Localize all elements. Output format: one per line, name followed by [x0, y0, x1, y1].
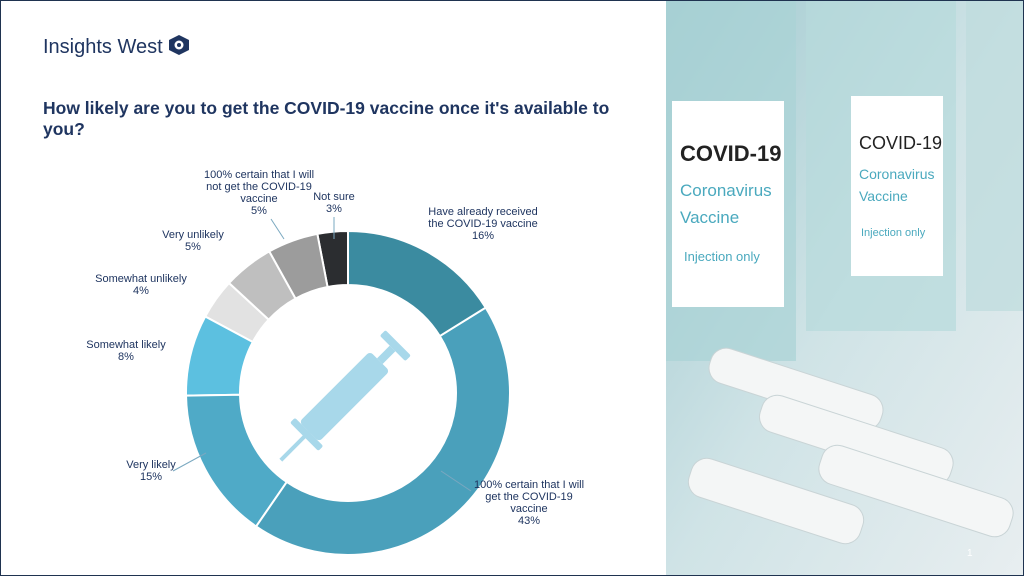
donut-slice [227, 250, 297, 322]
category-label: Very unlikely [162, 229, 224, 241]
donut-slice [254, 306, 511, 556]
photo-text: COVID-19 [680, 141, 781, 166]
photo-text: Coronavirus [859, 166, 934, 182]
value-label: 15% [139, 471, 163, 483]
value-label: 3% [326, 203, 342, 215]
value-label: 8% [118, 351, 134, 363]
photo-text: Injection only [861, 227, 926, 239]
photo-text: Coronavirus [680, 181, 772, 200]
brand-name: Insights West [43, 36, 163, 58]
category-label: 100% certain that I will get the COVID-1… [473, 479, 585, 515]
data-label: Somewhat unlikely 4% [76, 273, 206, 297]
category-label: Somewhat likely [86, 339, 166, 351]
logo-icon [169, 35, 190, 55]
value-label: 5% [251, 205, 267, 217]
category-label: Not sure [313, 191, 355, 203]
data-label: 100% certain that I will not get the COV… [202, 169, 317, 217]
value-label: 16% [471, 230, 495, 242]
vaccine-photo: COVID-19 Coronavirus Vaccine Injection o… [666, 1, 1023, 575]
data-label: Very unlikely 5% [148, 229, 238, 253]
category-label: 100% certain that I will not get the COV… [203, 169, 315, 205]
donut-slice [347, 229, 488, 338]
vial-label [851, 96, 943, 276]
value-label: 43% [517, 515, 541, 527]
leader-line [172, 452, 207, 472]
data-label: Have already received the COVID-19 vacci… [421, 206, 546, 242]
photo-text: COVID-19 [859, 133, 942, 153]
category-label: Have already received the COVID-19 vacci… [428, 206, 538, 230]
donut-slice [185, 393, 289, 528]
data-label: Very likely 15% [106, 459, 196, 483]
photo-text: Vaccine [680, 208, 739, 227]
data-label: 100% certain that I will get the COVID-1… [472, 479, 587, 527]
chart-title: How likely are you to get the COVID-19 v… [43, 98, 610, 139]
page-number: 1 [967, 548, 973, 559]
syringe-icon [279, 330, 411, 462]
leader-line [270, 218, 285, 240]
data-label: Not sure 3% [309, 191, 359, 215]
value-label: 4% [133, 285, 149, 297]
value-label: 5% [185, 241, 201, 253]
donut-slice [203, 281, 271, 344]
category-label: Very likely [126, 459, 176, 471]
photo-text: Vaccine [859, 188, 908, 204]
category-label: Somewhat unlikely [95, 273, 187, 285]
chart [172, 217, 511, 556]
photo-text: Injection only [684, 249, 760, 264]
donut-slice [185, 315, 255, 397]
vial-label [672, 101, 784, 307]
leader-line [440, 470, 472, 492]
data-label: Somewhat likely 8% [71, 339, 181, 363]
donut-slice [267, 232, 329, 300]
brand-logo: Insights West [43, 34, 190, 59]
